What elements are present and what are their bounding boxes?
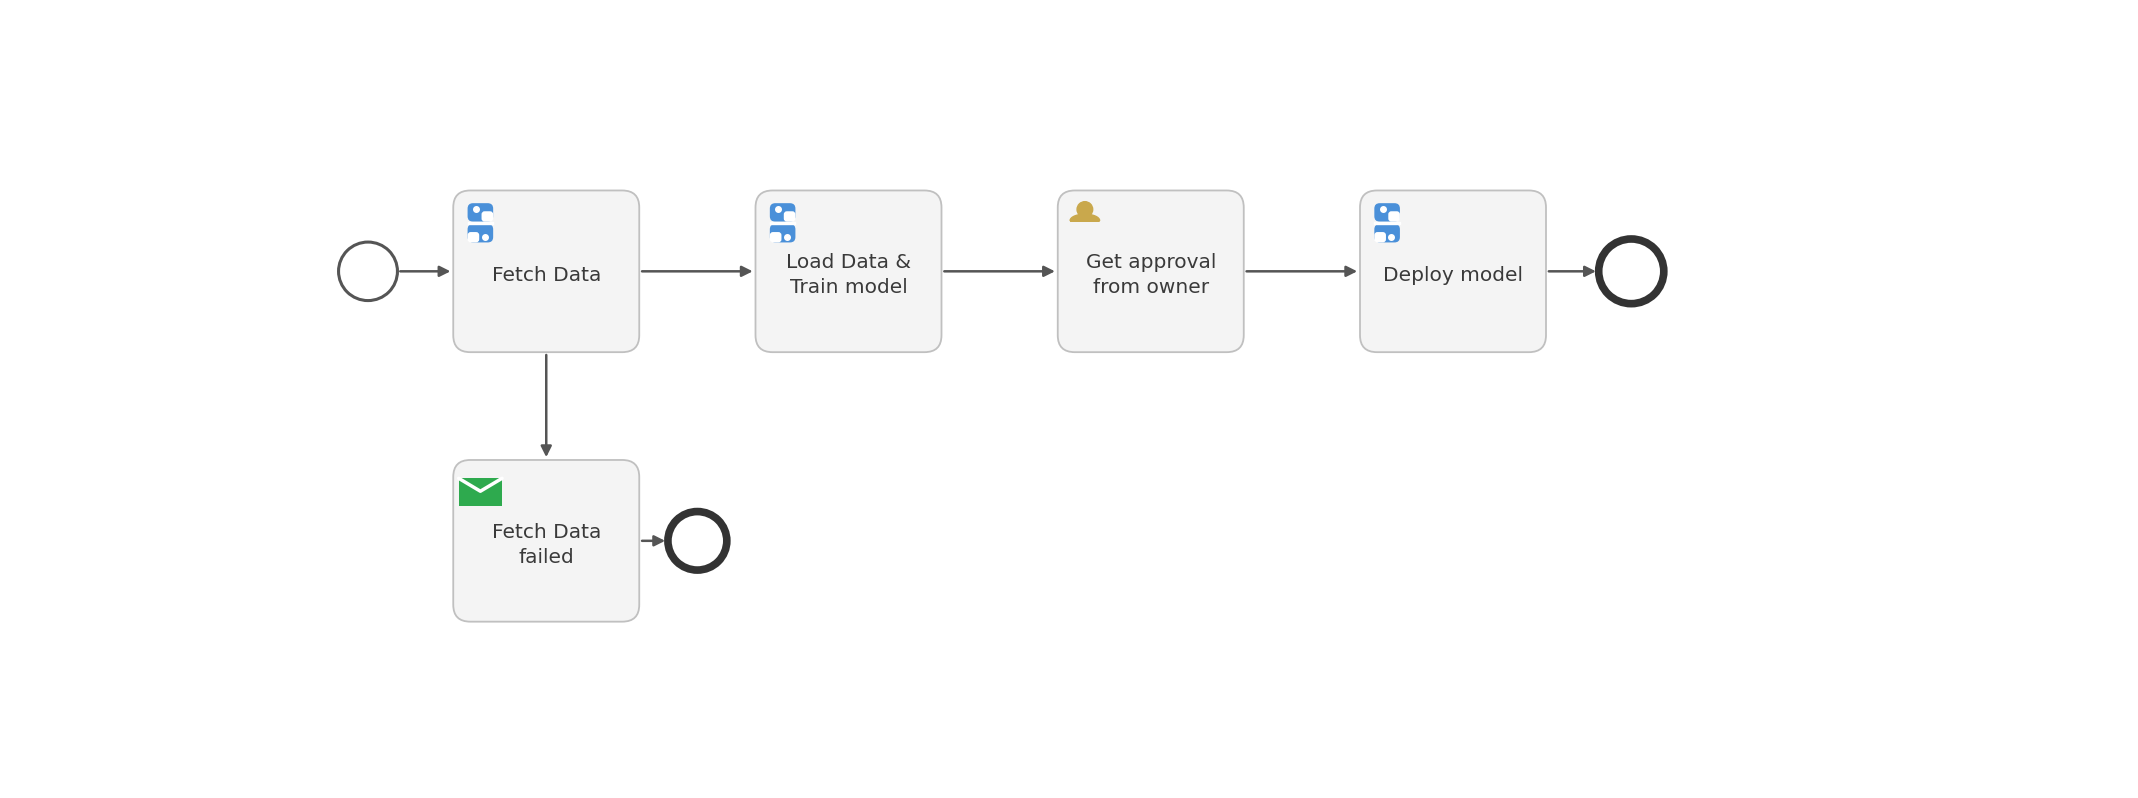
- FancyBboxPatch shape: [770, 203, 795, 222]
- FancyBboxPatch shape: [453, 460, 639, 622]
- FancyBboxPatch shape: [460, 478, 502, 506]
- FancyBboxPatch shape: [770, 232, 783, 243]
- FancyBboxPatch shape: [468, 224, 494, 243]
- FancyBboxPatch shape: [468, 203, 494, 222]
- FancyBboxPatch shape: [1375, 232, 1385, 243]
- FancyBboxPatch shape: [1388, 211, 1400, 222]
- FancyBboxPatch shape: [1058, 191, 1244, 352]
- FancyBboxPatch shape: [1375, 224, 1400, 243]
- FancyBboxPatch shape: [453, 191, 639, 352]
- Polygon shape: [1071, 214, 1099, 221]
- Circle shape: [667, 512, 727, 570]
- Text: Deploy model: Deploy model: [1383, 266, 1522, 285]
- Text: Get approval
from owner: Get approval from owner: [1086, 253, 1217, 297]
- FancyBboxPatch shape: [785, 211, 795, 222]
- FancyBboxPatch shape: [755, 191, 941, 352]
- Circle shape: [1599, 239, 1663, 304]
- Circle shape: [338, 242, 398, 301]
- FancyBboxPatch shape: [770, 224, 795, 243]
- Text: Fetch Data: Fetch Data: [492, 266, 601, 285]
- FancyBboxPatch shape: [1360, 191, 1546, 352]
- Text: Fetch Data
failed: Fetch Data failed: [492, 523, 601, 567]
- Circle shape: [1078, 202, 1093, 217]
- FancyBboxPatch shape: [1375, 203, 1400, 222]
- FancyBboxPatch shape: [468, 232, 479, 243]
- Text: Load Data &
Train model: Load Data & Train model: [787, 253, 911, 297]
- FancyBboxPatch shape: [481, 211, 494, 222]
